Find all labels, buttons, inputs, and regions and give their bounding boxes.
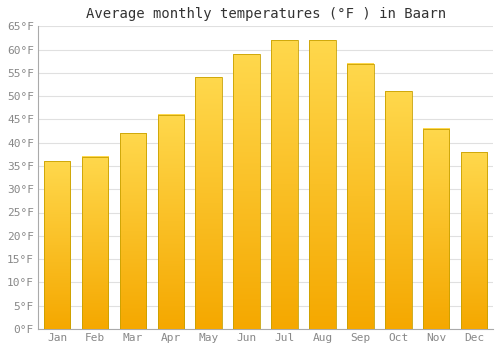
Bar (82, 157, 108, 329)
Bar (309, 40, 336, 329)
Bar (196, 77, 222, 329)
Bar (461, 152, 487, 329)
Bar (423, 129, 450, 329)
Bar (44, 161, 70, 329)
Bar (120, 133, 146, 329)
Bar (347, 63, 374, 329)
Bar (272, 40, 298, 329)
Bar (234, 54, 260, 329)
Bar (158, 115, 184, 329)
Bar (385, 91, 411, 329)
Title: Average monthly temperatures (°F ) in Baarn: Average monthly temperatures (°F ) in Ba… (86, 7, 446, 21)
